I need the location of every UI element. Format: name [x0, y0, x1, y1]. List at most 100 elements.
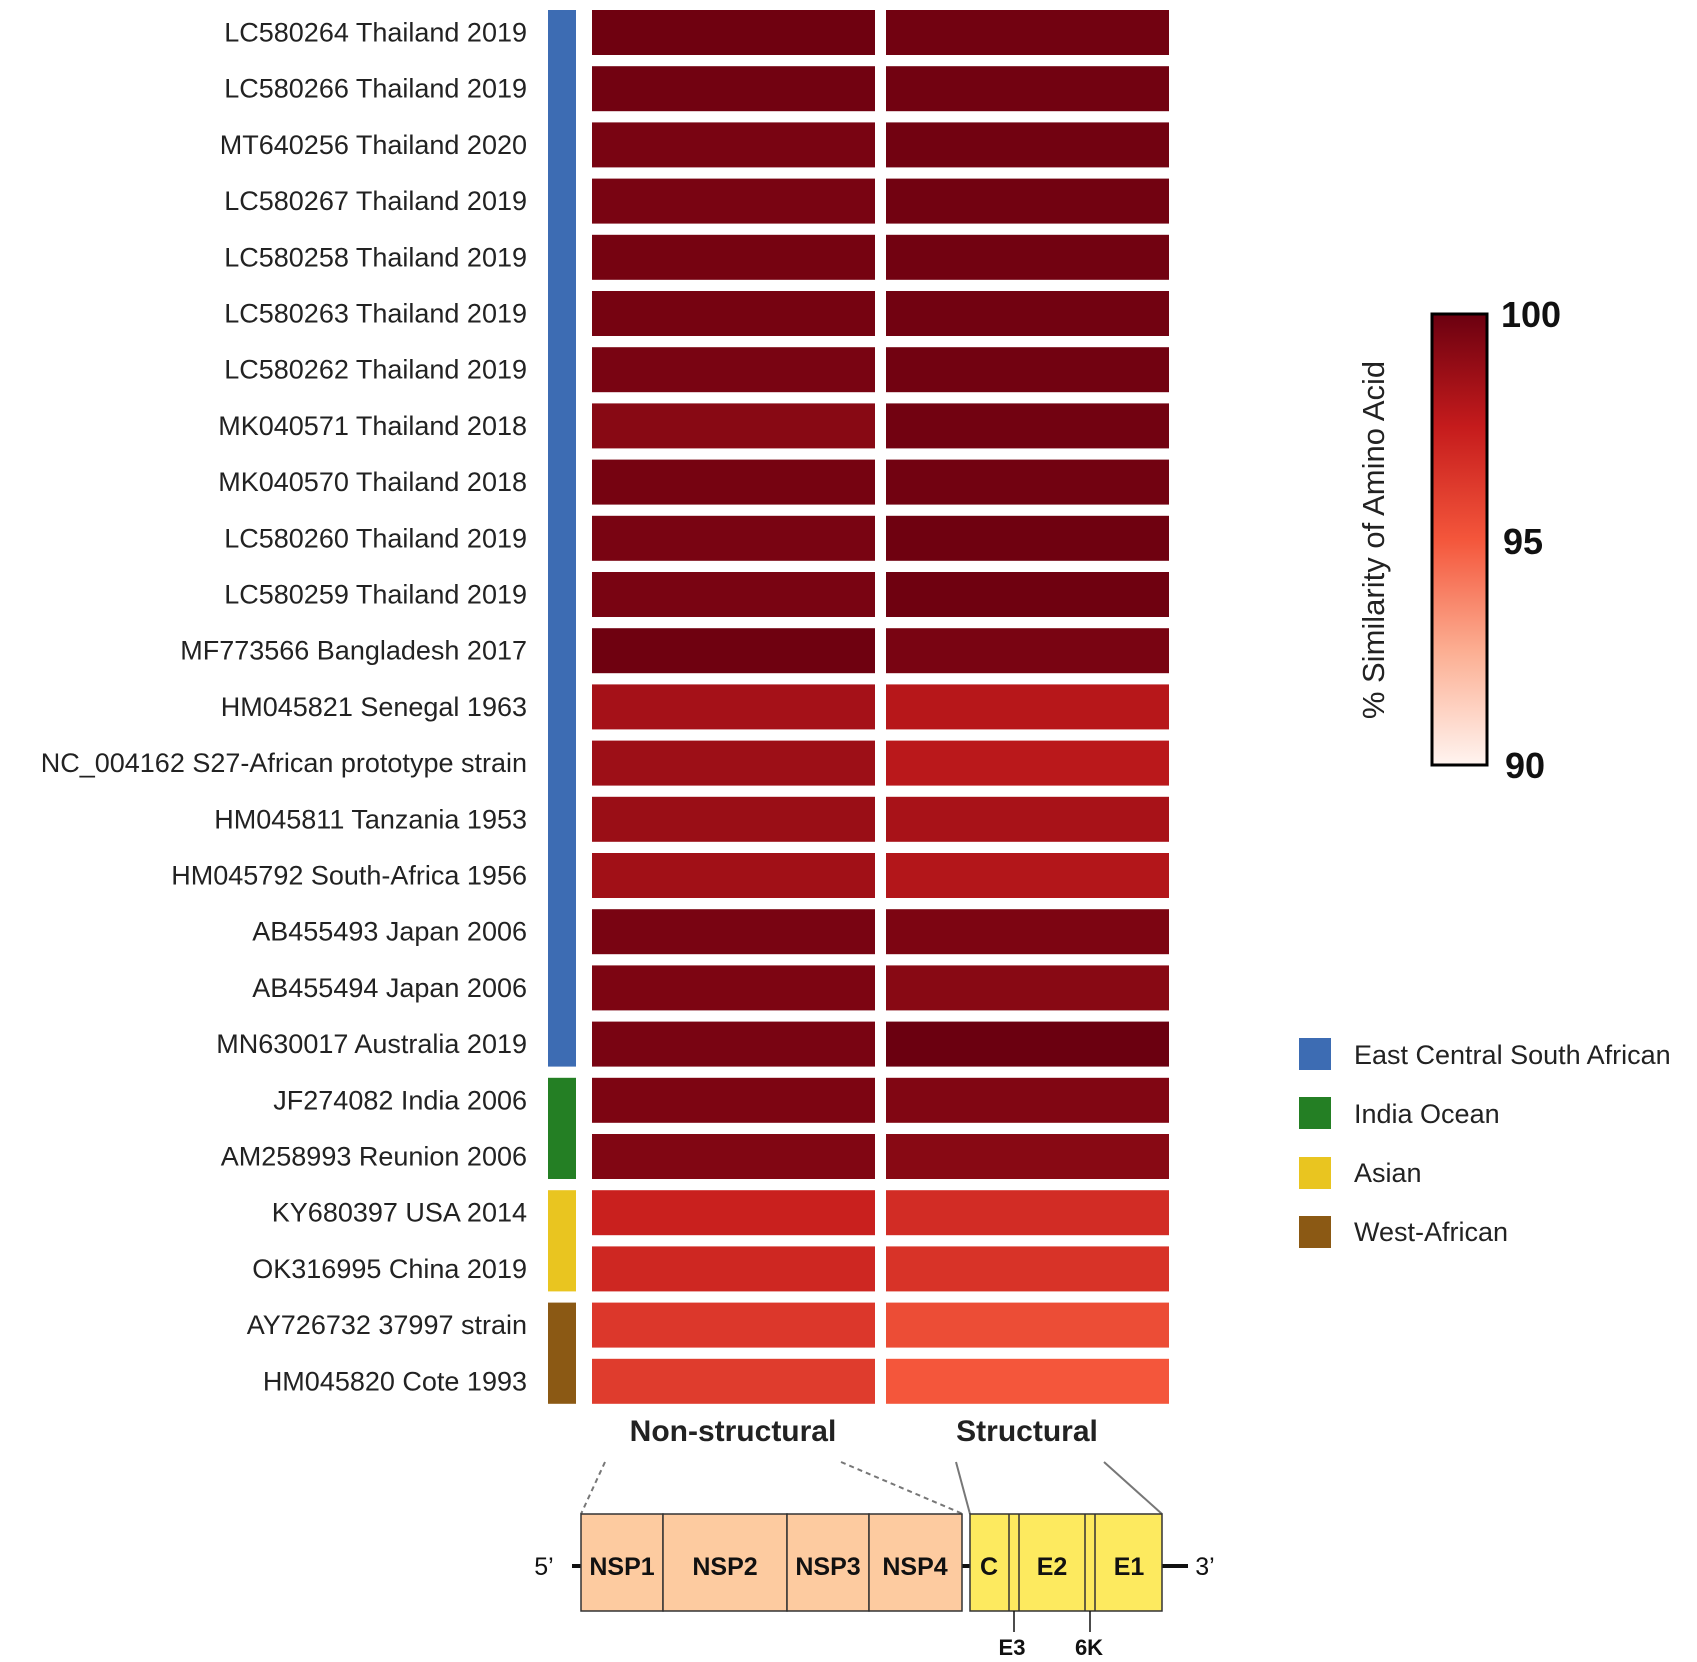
row-label: AM258993 Reunion 2006	[221, 1142, 527, 1172]
heatmap-rows: LC580264 Thailand 2019 LC580266 Thailand …	[41, 10, 1169, 1404]
heatmap-cell-structural	[886, 1246, 1169, 1292]
heatmap-cell-nonstructural	[592, 796, 875, 842]
row-label: HM045792 South-Africa 1956	[171, 861, 527, 891]
heatmap-cell-structural	[886, 10, 1169, 55]
heatmap-cell-nonstructural	[592, 1021, 875, 1067]
heatmap-cell-structural	[886, 122, 1169, 168]
row-label: LC580266 Thailand 2019	[224, 74, 527, 104]
heatmap-cell-structural	[886, 1021, 1169, 1067]
gene-nsp3-box	[786, 1513, 870, 1612]
heatmap-cell-nonstructural	[592, 684, 875, 730]
heatmap-cell-nonstructural	[592, 1302, 875, 1348]
group-color-bar	[548, 10, 576, 1404]
colorscale: % Similarity of Amino Acid 100 95 90	[1356, 294, 1561, 786]
heatmap-cell-nonstructural	[592, 628, 875, 674]
gene-nsp2-label: NSP2	[692, 1553, 757, 1581]
group-bar-segment	[548, 10, 576, 1067]
gene-e2-label: E2	[1037, 1553, 1068, 1581]
heatmap-cell-nonstructural	[592, 965, 875, 1011]
heatmap-cell-structural	[886, 1077, 1169, 1123]
row-label: AB455493 Japan 2006	[252, 917, 527, 947]
heatmap-cell-nonstructural	[592, 66, 875, 112]
legend-label-india-ocean: India Ocean	[1354, 1099, 1500, 1129]
five-prime-label: 5’	[534, 1553, 553, 1581]
heatmap-cell-nonstructural	[592, 122, 875, 168]
row-label: HM045821 Senegal 1963	[221, 692, 527, 722]
row-label: LC580263 Thailand 2019	[224, 299, 527, 329]
heatmap-cell-nonstructural	[592, 1134, 875, 1179]
heatmap-cell-structural	[886, 1358, 1169, 1404]
heatmap-cell-nonstructural	[592, 1246, 875, 1292]
row-label: HM045820 Cote 1993	[263, 1366, 527, 1396]
heatmap-cell-structural	[886, 628, 1169, 674]
legend-swatch-west-african	[1299, 1216, 1331, 1248]
legend-label-ecsa: East Central South African	[1354, 1040, 1671, 1070]
row-label: OK316995 China 2019	[252, 1254, 527, 1284]
connector-structural-right	[1103, 1461, 1163, 1515]
row-label: AY726732 37997 strain	[247, 1310, 527, 1340]
legend-label-west-african: West-African	[1354, 1217, 1508, 1247]
connector-structural-left	[955, 1461, 971, 1515]
heatmap-cell-nonstructural	[592, 1358, 875, 1404]
heatmap-cell-structural	[886, 853, 1169, 898]
heatmap-cell-structural	[886, 965, 1169, 1011]
group-bar-segment	[548, 1190, 576, 1292]
colorscale-tick-mid: 95	[1503, 521, 1543, 562]
row-label: LC580267 Thailand 2019	[224, 186, 527, 216]
connector-nonstructural-right	[840, 1461, 964, 1515]
row-label: NC_004162 S27-African prototype strain	[41, 748, 527, 778]
gene-nsp2-box	[662, 1513, 788, 1612]
connector-nonstructural-left	[580, 1461, 606, 1515]
row-label: AB455494 Japan 2006	[252, 973, 527, 1003]
row-label: LC580264 Thailand 2019	[224, 18, 527, 48]
heatmap-cell-structural	[886, 796, 1169, 842]
heatmap-cell-nonstructural	[592, 1190, 875, 1236]
column-label-structural: Structural	[956, 1415, 1098, 1448]
heatmap-cell-nonstructural	[592, 459, 875, 505]
row-label: MT640256 Thailand 2020	[220, 130, 527, 160]
legend-swatch-asian	[1299, 1157, 1331, 1189]
heatmap-cell-structural	[886, 1134, 1169, 1179]
heatmap-cell-structural	[886, 684, 1169, 730]
heatmap-cell-nonstructural	[592, 347, 875, 393]
heatmap-cell-nonstructural	[592, 178, 875, 224]
heatmap-cell-structural	[886, 572, 1169, 617]
heatmap-cell-structural	[886, 740, 1169, 786]
gene-c-label: C	[980, 1553, 998, 1581]
heatmap-cell-nonstructural	[592, 403, 875, 449]
heatmap-cell-nonstructural	[592, 515, 875, 561]
genome-diagram: 5’ 3’ NSP1 NSP2 NSP3 NSP4 C E2 E1 E3 6K	[534, 1461, 1215, 1660]
gene-e3-label: E3	[999, 1635, 1026, 1660]
gene-nsp1-label: NSP1	[589, 1553, 654, 1581]
colorscale-tick-max: 100	[1501, 294, 1561, 335]
heatmap-cell-nonstructural	[592, 572, 875, 617]
heatmap-cell-structural	[886, 66, 1169, 112]
heatmap-cell-structural	[886, 909, 1169, 955]
column-label-nonstructural: Non-structural	[630, 1415, 837, 1448]
legend-swatch-india-ocean	[1299, 1097, 1331, 1129]
heatmap-cell-structural	[886, 1190, 1169, 1236]
row-label: MK040571 Thailand 2018	[218, 411, 527, 441]
gene-6k-label: 6K	[1075, 1635, 1103, 1660]
structural-segment-box	[969, 1513, 1163, 1612]
colorscale-bar	[1430, 312, 1489, 767]
heatmap-cell-nonstructural	[592, 291, 875, 336]
legend-swatch-ecsa	[1299, 1038, 1331, 1070]
gene-nsp4-label: NSP4	[882, 1553, 947, 1581]
heatmap-cell-nonstructural	[592, 909, 875, 955]
heatmap-cell-structural	[886, 1302, 1169, 1348]
row-label: MK040570 Thailand 2018	[218, 467, 527, 497]
row-label: MN630017 Australia 2019	[216, 1029, 527, 1059]
row-label: HM045811 Tanzania 1953	[214, 804, 527, 834]
heatmap-cell-structural	[886, 403, 1169, 449]
row-label: MF773566 Bangladesh 2017	[180, 636, 527, 666]
heatmap-cell-nonstructural	[592, 853, 875, 898]
heatmap-cell-nonstructural	[592, 1077, 875, 1123]
heatmap-cell-nonstructural	[592, 740, 875, 786]
row-label: KY680397 USA 2014	[272, 1198, 527, 1228]
heatmap-cell-nonstructural	[592, 234, 875, 280]
row-label: LC580259 Thailand 2019	[224, 580, 527, 610]
three-prime-label: 3’	[1195, 1553, 1214, 1581]
heatmap-cell-structural	[886, 347, 1169, 393]
